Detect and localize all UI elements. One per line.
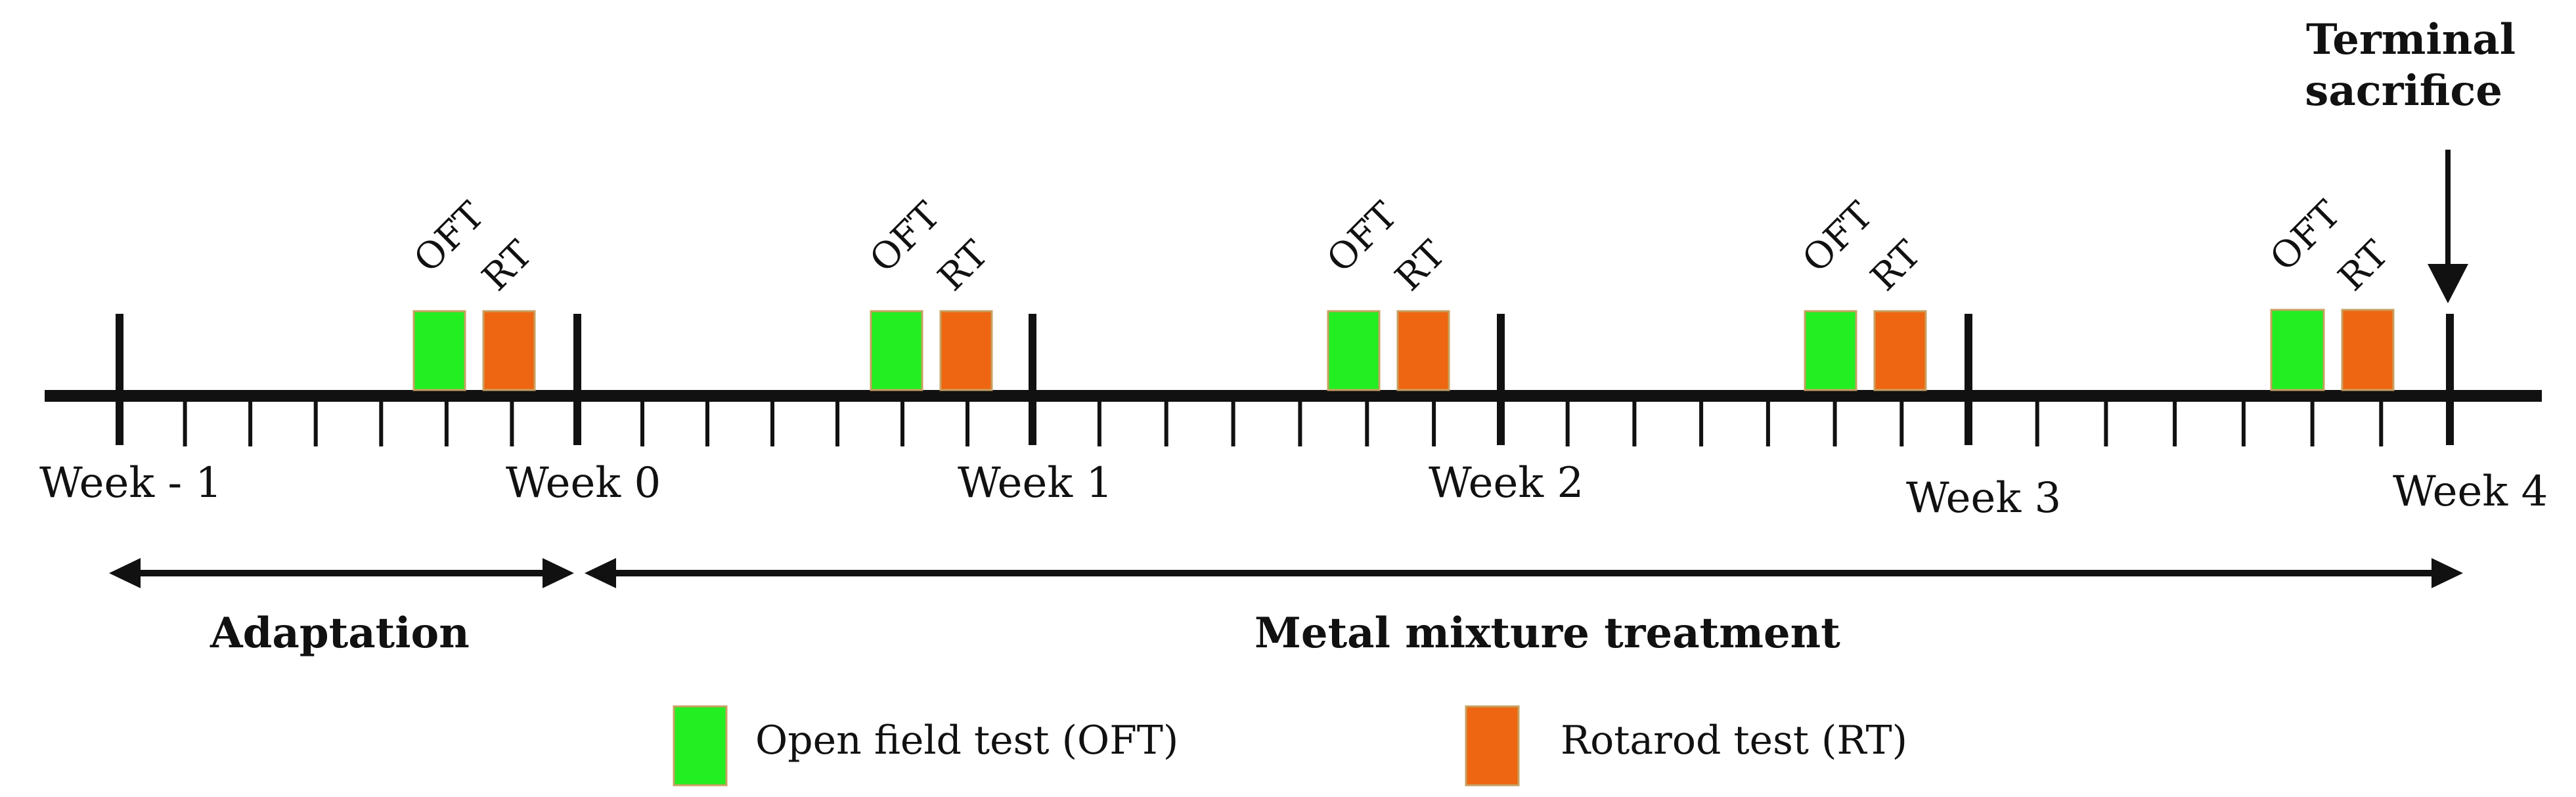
rt-label: RT [1387,232,1454,299]
minor-tick [1899,402,1904,446]
timeline-axis [45,390,2542,402]
minor-tick [1832,402,1837,446]
minor-tick [1765,402,1770,446]
minor-tick [379,402,384,446]
week-labels: Week - 1 Week 0 Week 1 Week 2 Week 3 Wee… [39,459,2548,523]
oft-box [870,310,923,391]
minor-tick [770,402,774,446]
adaptation-phase-label: Adaptation [210,609,470,658]
treatment-arrow-right-head [2432,558,2463,588]
oft-box [412,310,466,391]
legend-oft-label: Open field test (OFT) [755,718,1178,764]
minor-tick [1298,402,1302,446]
rt-box [1396,310,1450,391]
major-tick-week-3 [1965,314,1972,445]
rt-box [939,310,993,391]
minor-tick [966,402,969,446]
terminal-arrow-head [2428,264,2468,303]
minor-tick [510,402,514,446]
legend: Open field test (OFT) Rotarod test (RT) [673,705,1907,786]
minor-tick [313,402,318,446]
test-markers: OFT RT OFT RT OFT RT OFT RT OFT RT [406,193,2397,391]
major-tick-week-4 [2446,314,2454,445]
legend-rt-swatch [1465,705,1520,786]
oft-box [2270,309,2325,391]
rt-box [2341,309,2395,391]
minor-tick [1365,402,1369,446]
adaptation-arrow-line [131,570,552,576]
minor-tick [705,402,709,446]
terminal-label-line-2: sacrifice [2305,66,2502,116]
minor-tick [1432,402,1436,446]
minor-tick [2310,402,2315,446]
week-label-2: Week 2 [1429,459,1584,507]
rt-label: RT [2330,232,2397,299]
minor-tick [900,402,904,446]
week-label-1: Week 1 [958,459,1113,507]
rt-label: RT [474,232,541,299]
week-label-3: Week 3 [1906,474,2061,523]
major-tick-week-0 [573,314,581,445]
week-label-0: Week 0 [506,459,661,507]
oft-box [1804,310,1857,391]
minor-ticks [183,402,2384,446]
terminal-sacrifice-marker: Terminal sacrifice [2305,15,2516,303]
minor-tick [2241,402,2246,446]
minor-tick [1097,402,1101,446]
adaptation-arrow-left-head [109,558,141,588]
minor-tick [2035,402,2039,446]
minor-tick [835,402,839,446]
minor-tick [248,402,253,446]
rt-box [1873,310,1927,391]
adaptation-arrow-right-head [543,558,574,588]
rt-label: RT [930,232,996,299]
minor-tick [2173,402,2177,446]
rt-label: RT [1863,232,1929,299]
treatment-arrow-line [607,570,2442,576]
minor-tick [1164,402,1168,446]
major-tick-week-2 [1497,314,1505,445]
minor-tick [640,402,644,446]
terminal-label-line-1: Terminal [2306,15,2516,64]
treatment-arrow-left-head [585,558,616,588]
minor-tick [183,402,187,446]
rt-box [482,310,536,391]
minor-tick [1565,402,1570,446]
oft-box [1327,310,1381,391]
terminal-arrow-shaft [2445,150,2451,268]
minor-tick [444,402,449,446]
week-label-4: Week 4 [2393,467,2548,516]
minor-tick [2379,402,2384,446]
major-tick-week-1 [1029,314,1036,445]
treatment-phase-label: Metal mixture treatment [1255,609,1840,658]
week-label-minus-1: Week - 1 [39,459,222,507]
minor-tick [1699,402,1704,446]
minor-tick [1231,402,1235,446]
minor-tick [2104,402,2108,446]
major-tick-week-minus-1 [116,314,123,445]
minor-tick [1632,402,1637,446]
legend-oft-swatch [673,705,728,786]
major-ticks [116,314,2454,445]
phase-arrows [109,558,2463,588]
legend-rt-label: Rotarod test (RT) [1561,718,1907,764]
